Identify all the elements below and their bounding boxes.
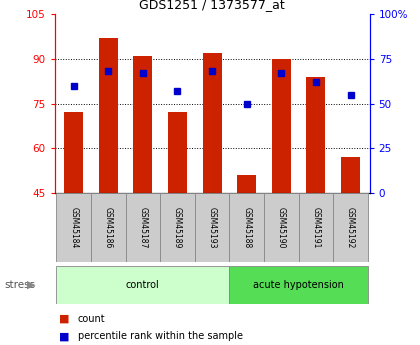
Bar [237, 175, 256, 193]
Text: GSM45192: GSM45192 [346, 207, 355, 248]
Bar [195, 193, 229, 262]
Bar [64, 112, 83, 193]
Bar [341, 157, 360, 193]
Bar [56, 193, 91, 262]
Bar [126, 193, 160, 262]
Bar [134, 56, 152, 193]
Text: GSM45190: GSM45190 [277, 207, 286, 248]
Text: stress: stress [4, 280, 35, 289]
Text: GSM45193: GSM45193 [207, 207, 217, 248]
Bar [264, 193, 299, 262]
Text: GSM45187: GSM45187 [138, 207, 147, 248]
Bar [168, 112, 187, 193]
Text: GSM45184: GSM45184 [69, 207, 78, 248]
Bar [229, 266, 368, 304]
Text: ▶: ▶ [27, 280, 36, 289]
Text: GSM45191: GSM45191 [312, 207, 320, 248]
Text: count: count [78, 314, 105, 324]
Bar [91, 193, 126, 262]
Bar [333, 193, 368, 262]
Text: acute hypotension: acute hypotension [253, 280, 344, 289]
Text: GSM45188: GSM45188 [242, 207, 251, 248]
Bar [99, 38, 118, 193]
Bar [56, 266, 229, 304]
Text: ■: ■ [59, 314, 69, 324]
Bar [307, 77, 326, 193]
Text: control: control [126, 280, 160, 289]
Bar [272, 59, 291, 193]
Text: ■: ■ [59, 332, 69, 341]
Text: GSM45186: GSM45186 [104, 207, 113, 248]
Bar [202, 53, 222, 193]
Text: percentile rank within the sample: percentile rank within the sample [78, 332, 243, 341]
Bar [299, 193, 333, 262]
Bar [229, 193, 264, 262]
Text: GSM45189: GSM45189 [173, 207, 182, 248]
Title: GDS1251 / 1373577_at: GDS1251 / 1373577_at [139, 0, 285, 11]
Bar [160, 193, 195, 262]
